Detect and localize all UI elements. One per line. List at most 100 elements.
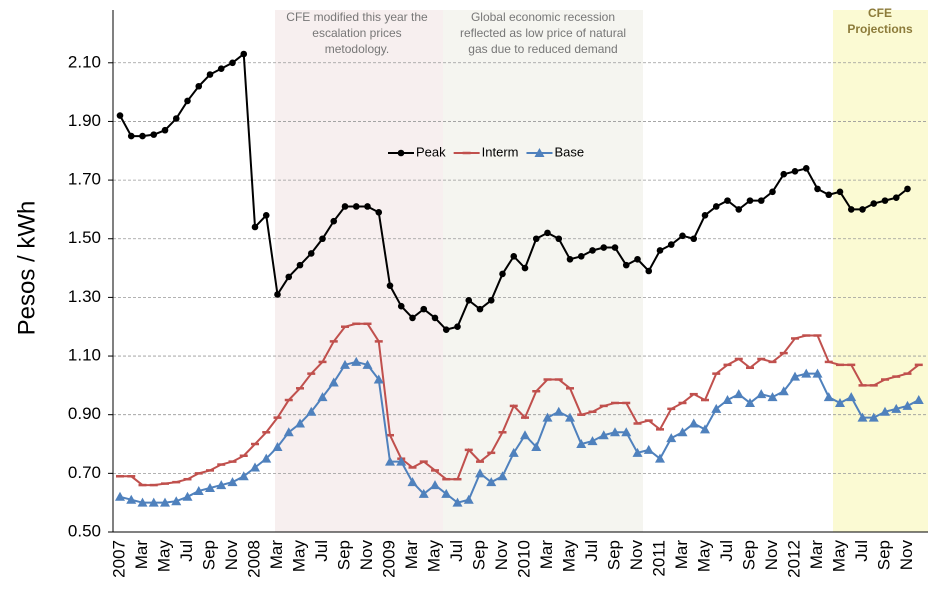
point-marker (274, 291, 281, 298)
point-marker (452, 497, 463, 507)
point-marker (385, 456, 395, 466)
point-marker (195, 82, 203, 90)
point-marker (700, 424, 710, 434)
point-marker (746, 197, 754, 204)
point-marker (510, 253, 518, 260)
point-marker (587, 436, 598, 446)
point-marker (565, 412, 575, 422)
point-marker (251, 223, 259, 231)
x-tick-label: Sep (874, 540, 893, 570)
point-marker (870, 200, 878, 207)
point-marker (610, 427, 620, 437)
point-marker (656, 247, 664, 254)
point-marker (690, 235, 698, 243)
point-marker (712, 203, 720, 210)
point-marker (542, 412, 553, 422)
point-marker (307, 250, 315, 257)
point-marker (115, 491, 125, 501)
point-marker (352, 203, 360, 210)
point-marker (733, 389, 744, 399)
point-marker (216, 480, 227, 490)
point-marker (553, 406, 564, 416)
point-marker (577, 253, 585, 260)
point-marker (454, 323, 461, 331)
point-marker (238, 471, 249, 481)
point-marker (904, 185, 911, 193)
point-marker (497, 471, 508, 481)
point-marker (182, 491, 193, 501)
point-marker (611, 244, 619, 251)
annotation: gas due to reduced demand (468, 42, 617, 56)
annotation: escalation prices (312, 26, 401, 40)
point-marker (463, 494, 474, 504)
point-marker (227, 477, 238, 487)
point-marker (508, 447, 519, 457)
x-tick-label: Sep (604, 540, 623, 570)
point-marker (679, 232, 686, 240)
point-marker (520, 430, 530, 440)
point-marker (825, 191, 833, 199)
point-marker (667, 241, 675, 248)
point-marker (330, 217, 338, 225)
point-marker (598, 430, 609, 440)
point-marker (622, 261, 630, 269)
point-marker (745, 397, 755, 407)
y-tick-label: 1.10 (68, 346, 101, 365)
point-marker (441, 488, 452, 498)
x-tick-label: May (154, 540, 173, 573)
point-marker (328, 377, 339, 387)
point-marker (859, 206, 866, 213)
legend-label: Peak (416, 144, 446, 159)
y-axis-label: Pesos / kWh (13, 201, 40, 336)
x-tick-label: May (829, 540, 848, 573)
point-marker (319, 235, 326, 243)
x-tick-label: Mar (402, 540, 421, 570)
x-tick-label: Mar (672, 540, 691, 570)
point-marker (857, 412, 868, 422)
point-marker (442, 326, 450, 333)
x-tick-label: Jul (312, 540, 331, 562)
x-tick-label: Mar (132, 540, 151, 570)
point-marker (139, 132, 146, 140)
x-tick-label: Sep (469, 540, 488, 570)
x-tick-label: 2012 (784, 540, 803, 578)
point-marker (161, 126, 169, 134)
point-marker (701, 211, 709, 219)
point-marker (521, 264, 529, 272)
point-marker (724, 197, 731, 204)
point-marker (913, 395, 924, 405)
point-marker (589, 247, 596, 254)
point-marker (295, 418, 305, 428)
point-marker (555, 235, 563, 243)
point-marker (373, 374, 384, 384)
x-tick-label: Sep (334, 540, 353, 570)
point-marker (835, 397, 845, 407)
point-marker (677, 427, 688, 437)
point-marker (418, 488, 429, 498)
point-marker (397, 302, 405, 310)
x-tick-label: Sep (739, 540, 758, 570)
point-marker (846, 392, 857, 402)
y-tick-label: 0.50 (68, 521, 101, 540)
point-marker (711, 403, 722, 413)
x-tick-label: May (289, 540, 308, 573)
point-marker (780, 170, 788, 178)
x-tick-label: Jul (852, 540, 871, 562)
point-marker (240, 50, 248, 58)
x-tick-label: Nov (762, 540, 781, 571)
y-tick-label: 1.90 (68, 111, 101, 130)
point-marker (487, 297, 495, 304)
point-marker (767, 392, 778, 402)
point-marker (420, 305, 428, 313)
point-marker (250, 462, 260, 472)
legend-label: Base (554, 144, 584, 159)
y-tick-label: 0.90 (68, 404, 101, 423)
point-marker (814, 185, 821, 193)
x-tick-label: 2009 (379, 540, 398, 578)
point-marker (655, 453, 665, 463)
x-tick-label: May (424, 540, 443, 573)
period-shade (833, 10, 928, 532)
point-marker (632, 447, 643, 457)
point-marker (812, 368, 823, 378)
point-marker (475, 468, 485, 478)
